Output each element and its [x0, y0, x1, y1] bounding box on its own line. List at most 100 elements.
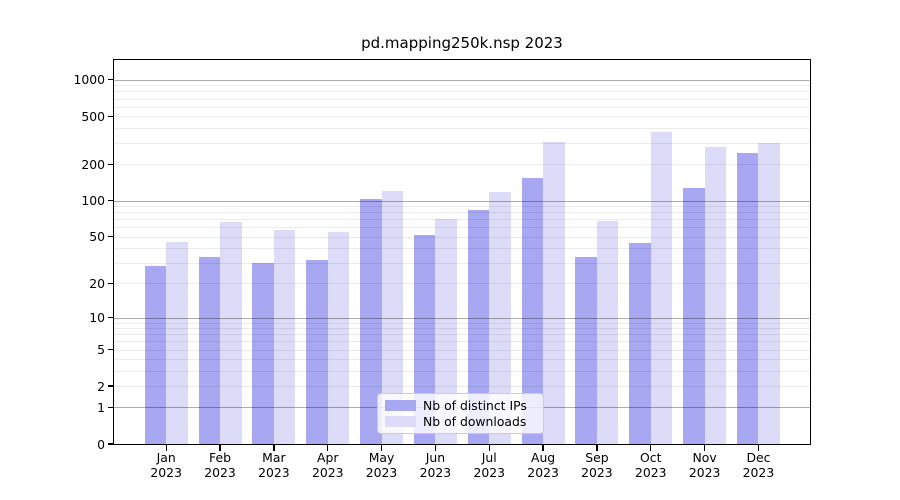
gridline-minor — [114, 262, 810, 264]
y-axis-tick — [108, 316, 114, 319]
bar-downloads-sep — [596, 220, 619, 444]
gridline-minor — [114, 236, 810, 238]
bar-downloads-jun — [435, 218, 457, 444]
gridline-minor — [114, 227, 810, 229]
bar-downloads-may — [381, 190, 404, 444]
x-axis-tick — [380, 445, 383, 451]
gridline-minor — [114, 91, 810, 93]
gridline-minor — [114, 98, 810, 100]
x-axis-label: Apr 2023 — [311, 450, 344, 480]
gridline-minor — [114, 359, 810, 361]
x-axis-label: Jul 2023 — [473, 450, 506, 480]
bar-downloads-nov — [704, 147, 727, 444]
bar-downloads-jan — [166, 242, 188, 444]
x-axis-tick — [327, 445, 329, 451]
gridline-minor — [114, 212, 810, 214]
x-axis-tick — [703, 445, 706, 451]
y-axis-tick — [108, 385, 114, 387]
y-axis-tick — [108, 282, 114, 285]
gridline-major — [114, 317, 810, 319]
bar-ips-mar — [252, 262, 274, 444]
y-axis-tick — [108, 199, 114, 202]
bar-downloads-oct — [650, 132, 673, 444]
bar-ips-feb — [198, 256, 221, 444]
y-axis-label: 10 — [89, 310, 105, 326]
legend-swatch-downloads-icon — [385, 416, 416, 428]
bar-ips-nov — [683, 187, 705, 444]
x-axis-label: Jan 2023 — [150, 450, 182, 480]
x-axis-tick — [757, 445, 760, 451]
gridline-major — [114, 79, 810, 81]
gridline-minor — [114, 116, 810, 118]
bar-ips-oct — [629, 243, 651, 444]
y-axis-label: 50 — [89, 229, 105, 245]
x-axis-label: Jun 2023 — [419, 450, 452, 480]
bar-downloads-dec — [758, 143, 780, 444]
bar-ips-jan — [144, 266, 167, 444]
y-axis-tick — [108, 406, 114, 409]
bar-ips-dec — [736, 153, 759, 444]
y-axis-label: 100 — [81, 193, 105, 209]
gridline-minor — [114, 127, 810, 129]
x-axis-label: Aug 2023 — [527, 450, 559, 480]
gridline-minor — [114, 219, 810, 221]
x-axis-tick — [488, 445, 490, 451]
y-axis-tick — [108, 443, 114, 445]
x-axis-label: May 2023 — [365, 450, 398, 480]
legend: Nb of distinct IPs Nb of downloads — [377, 393, 544, 434]
gridline-major — [114, 200, 810, 202]
gridline-minor — [114, 164, 810, 166]
y-axis-tick — [108, 79, 114, 81]
gridline-minor — [114, 328, 810, 330]
y-axis-tick — [108, 163, 114, 166]
y-axis-label: 1000 — [73, 72, 105, 88]
gridline-minor — [114, 206, 810, 208]
legend-label-distinct-ips: Nb of distinct IPs — [423, 397, 527, 413]
gridline-minor — [114, 334, 810, 336]
bar-ips-jun — [413, 234, 436, 444]
x-axis-label: Sep 2023 — [581, 450, 613, 480]
bar-downloads-aug — [543, 141, 565, 444]
x-axis-label: Oct 2023 — [634, 450, 667, 480]
gridline-minor — [114, 85, 810, 87]
gridline-minor — [114, 370, 810, 372]
gridline-minor — [114, 322, 810, 324]
x-axis-tick — [596, 445, 598, 451]
legend-row-downloads: Nb of downloads — [385, 414, 536, 429]
x-axis-label: Mar 2023 — [258, 450, 290, 480]
gridline-minor — [114, 283, 810, 285]
bar-downloads-jul — [489, 191, 511, 444]
y-axis-tick — [108, 115, 114, 117]
bar-downloads-feb — [220, 222, 242, 444]
y-axis-tick — [108, 348, 114, 351]
legend-row-distinct-ips: Nb of distinct IPs — [385, 398, 536, 413]
bar-ips-jul — [467, 209, 490, 444]
x-axis-tick — [219, 445, 221, 451]
legend-swatch-distinct-ips-icon — [385, 399, 416, 411]
y-axis-label: 20 — [89, 275, 105, 291]
x-axis-tick — [542, 445, 544, 451]
y-axis-label: 2 — [97, 378, 105, 394]
x-axis-label: Dec 2023 — [742, 450, 775, 480]
gridline-minor — [114, 248, 810, 250]
chart-title: pd.mapping250k.nsp 2023 — [361, 34, 563, 52]
bar-downloads-mar — [273, 229, 296, 444]
bar-downloads-apr — [327, 231, 350, 444]
gridline-minor — [114, 106, 810, 108]
gridline-minor — [114, 143, 810, 145]
bar-ips-apr — [306, 259, 328, 444]
legend-label-downloads: Nb of downloads — [423, 414, 527, 430]
x-axis-label: Nov 2023 — [688, 450, 721, 480]
x-axis-label: Feb 2023 — [204, 450, 236, 480]
y-axis-label: 5 — [97, 342, 105, 358]
y-axis-label: 500 — [81, 108, 105, 124]
bar-ips-aug — [521, 177, 544, 444]
y-axis-label: 1 — [97, 399, 105, 415]
x-axis-tick — [165, 445, 167, 451]
x-axis-tick — [650, 445, 652, 451]
y-axis-label: 0 — [97, 436, 105, 452]
